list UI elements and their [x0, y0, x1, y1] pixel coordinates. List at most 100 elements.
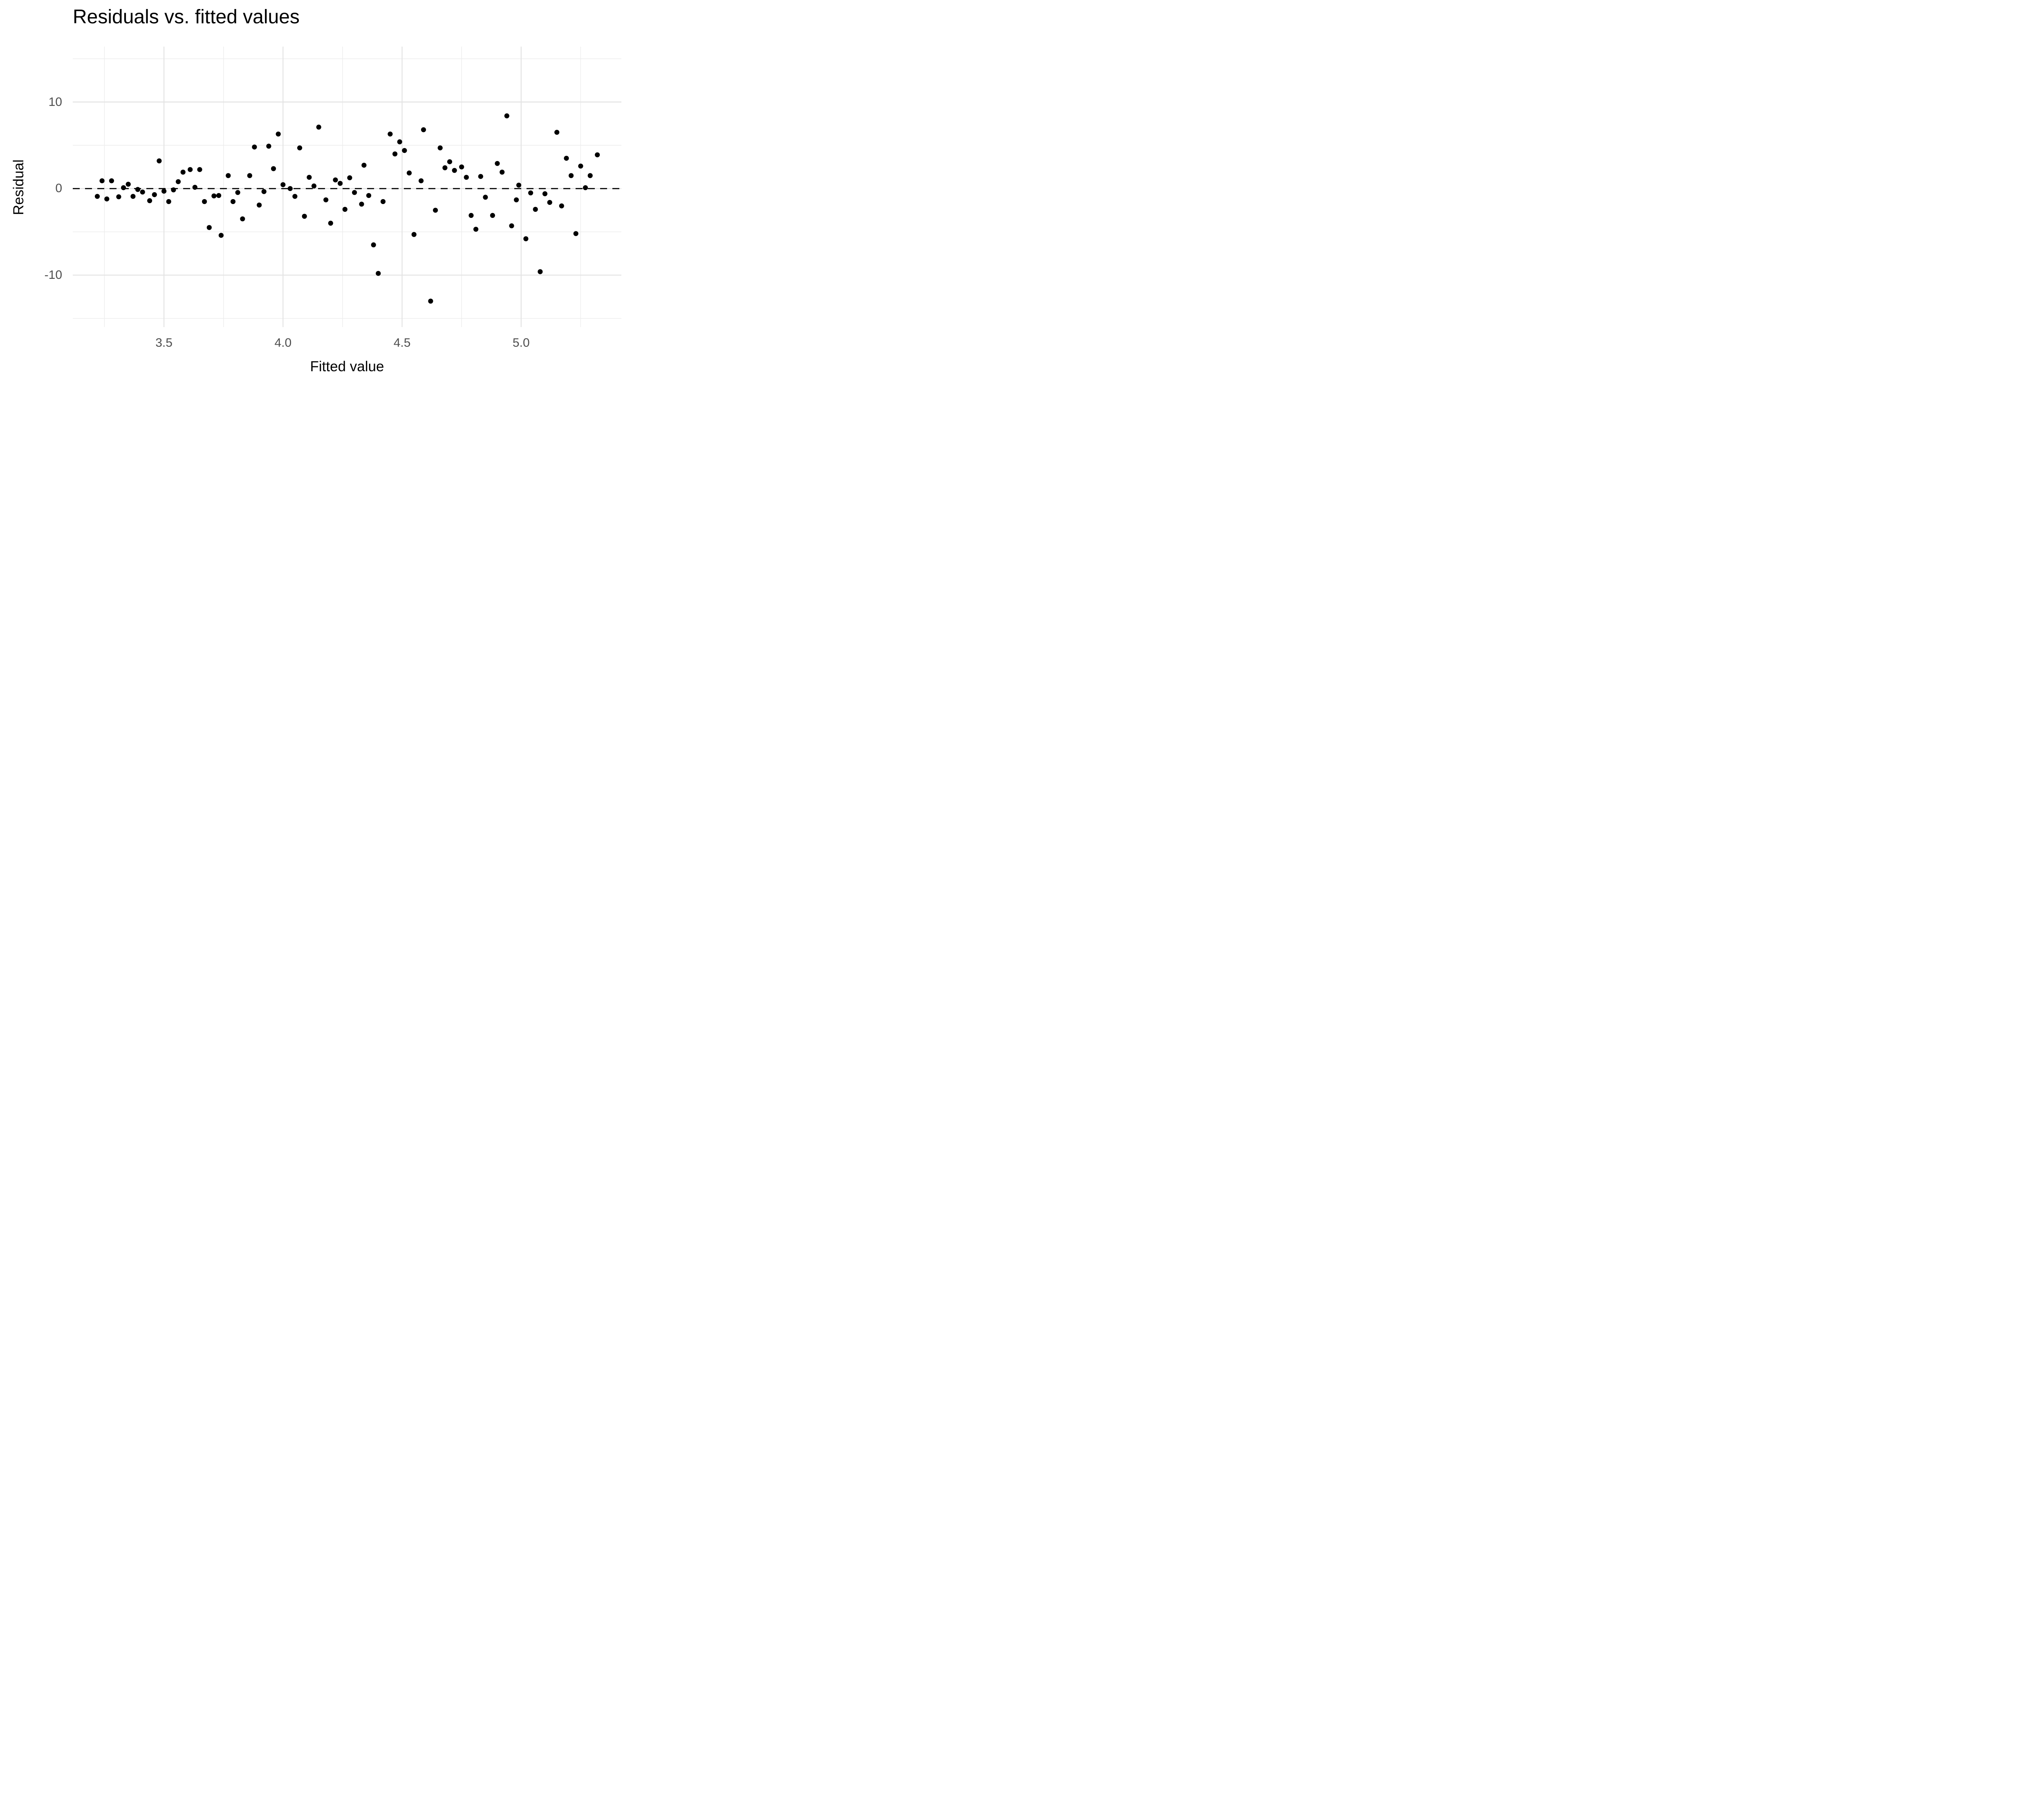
data-point [376, 271, 381, 276]
data-point [130, 194, 136, 199]
data-point [307, 175, 312, 180]
data-point [171, 187, 176, 193]
data-point [366, 193, 372, 198]
data-point [359, 202, 364, 207]
data-point [573, 231, 578, 236]
data-point [361, 163, 367, 168]
chart-title: Residuals vs. fitted values [73, 6, 300, 28]
data-point [500, 169, 505, 175]
y-tick-label: 10 [48, 95, 62, 109]
data-point [421, 127, 426, 132]
data-point [473, 227, 479, 232]
data-point [483, 195, 488, 200]
data-point [202, 199, 207, 204]
data-point [468, 213, 474, 218]
data-point [411, 232, 417, 237]
data-point [447, 159, 453, 164]
data-point [388, 131, 393, 137]
data-point [188, 167, 193, 172]
data-point [161, 188, 167, 194]
data-point [338, 181, 343, 186]
data-point [197, 167, 202, 172]
data-point [538, 269, 543, 274]
data-point [397, 139, 402, 144]
data-point [478, 174, 483, 179]
x-tick-label: 5.0 [512, 336, 530, 350]
data-point [99, 178, 105, 184]
data-point [528, 190, 533, 195]
data-point [235, 190, 240, 195]
data-point [583, 185, 588, 191]
data-point [316, 124, 321, 130]
data-point [94, 194, 100, 199]
data-point [380, 199, 386, 204]
data-point [140, 189, 145, 195]
data-point [547, 200, 552, 205]
data-point [342, 206, 347, 212]
data-point [226, 173, 231, 178]
data-point [464, 175, 469, 180]
x-tick-label: 3.5 [155, 336, 173, 350]
y-tick-label: 0 [55, 182, 62, 195]
data-point [514, 197, 519, 202]
data-point [509, 223, 514, 229]
data-point [392, 151, 398, 157]
data-point [287, 186, 293, 191]
plot-panel [73, 47, 621, 327]
data-point [211, 193, 217, 199]
data-point [230, 199, 236, 204]
data-point [595, 152, 600, 157]
data-point [180, 169, 186, 175]
data-point [175, 179, 181, 184]
y-tick-label: -10 [44, 268, 62, 282]
data-point [157, 158, 162, 164]
data-point [292, 194, 298, 199]
data-point [564, 156, 569, 161]
data-point [352, 190, 357, 195]
data-point [347, 175, 352, 180]
data-point [147, 198, 152, 203]
data-point [569, 173, 574, 178]
data-point [428, 298, 433, 304]
data-point [266, 144, 271, 149]
data-point [109, 178, 114, 184]
data-point [490, 213, 495, 218]
data-point [297, 145, 303, 150]
data-point [271, 166, 276, 171]
data-point [206, 225, 212, 230]
data-point [240, 216, 245, 222]
data-point [247, 173, 252, 178]
data-point [495, 161, 500, 166]
data-point [276, 131, 281, 137]
data-point [257, 202, 262, 208]
data-point [442, 165, 448, 170]
data-point [328, 220, 333, 226]
data-point [402, 148, 407, 153]
data-point [433, 208, 438, 213]
data-point [523, 236, 529, 242]
data-point [452, 168, 457, 173]
data-point [252, 144, 257, 150]
data-point [419, 178, 424, 184]
data-point [371, 242, 376, 248]
data-point [261, 189, 267, 194]
data-point [459, 164, 464, 170]
data-point [533, 206, 538, 212]
data-point [216, 193, 222, 198]
data-point [554, 130, 560, 135]
data-point [333, 177, 338, 183]
data-point [192, 185, 197, 190]
data-point [218, 233, 224, 238]
data-point [516, 182, 522, 188]
data-point [559, 203, 564, 209]
data-point [126, 182, 131, 187]
data-point [116, 194, 121, 200]
data-point [280, 182, 286, 187]
data-point [406, 170, 412, 176]
data-point [104, 196, 110, 202]
data-point [578, 164, 583, 169]
x-axis-title: Fitted value [310, 359, 384, 375]
data-point [311, 183, 317, 188]
data-point [302, 213, 307, 219]
data-point [135, 187, 141, 192]
